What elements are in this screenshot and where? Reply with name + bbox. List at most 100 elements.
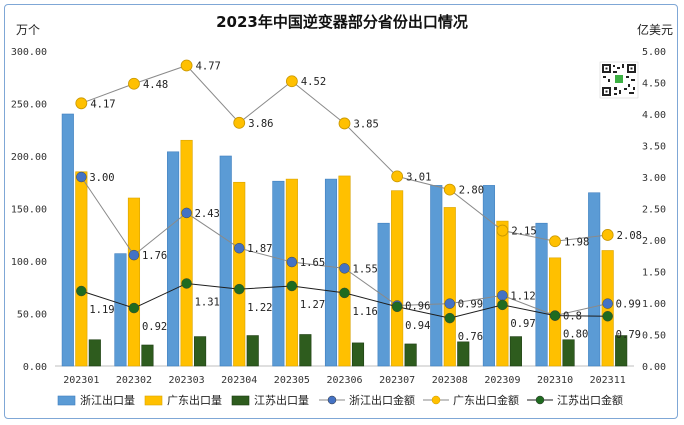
point-jiangsu-value [286, 280, 298, 292]
legend-label: 浙江出口量 [80, 393, 135, 407]
x-tick-label: 202309 [484, 375, 520, 386]
data-label-zhejiang-value: 1.55 [353, 263, 378, 275]
bar-zhejiang-volume [167, 151, 180, 367]
data-label-guangdong-value: 4.77 [196, 60, 221, 72]
bar-guangdong-volume [391, 190, 404, 367]
bar-zhejiang-volume [272, 180, 285, 367]
legend-label: 浙江出口金额 [349, 393, 415, 407]
y-right-tick-label: 1.00 [642, 299, 666, 310]
bar-guangdong-volume [233, 181, 246, 367]
data-label-guangdong-value: 3.85 [354, 118, 379, 130]
data-label-jiangsu-value: 1.31 [195, 296, 220, 308]
data-label-jiangsu-value: 0.79 [616, 329, 641, 341]
bar-zhejiang-volume [482, 185, 495, 367]
point-zhejiang-value [76, 171, 87, 183]
y-right-tick-label: 4.50 [642, 79, 666, 90]
y-right-tick-label: 2.50 [642, 205, 666, 216]
point-guangdong-value [338, 117, 351, 130]
bar-guangdong-volume [180, 139, 193, 367]
point-zhejiang-value [339, 263, 350, 274]
data-label-jiangsu-value: 0.97 [510, 318, 535, 330]
data-label-zhejiang-value: 0.96 [405, 301, 430, 313]
qr-code-icon [599, 61, 639, 99]
bar-zhejiang-volume [219, 155, 232, 367]
x-tick-label: 202307 [379, 375, 415, 386]
data-label-guangdong-value: 2.80 [459, 185, 484, 197]
data-label-zhejiang-value: 1.87 [247, 243, 272, 255]
y-left-tick-label: 250.00 [11, 100, 47, 111]
data-label-guangdong-value: 2.08 [617, 230, 642, 242]
y-right-tick-label: 2.00 [642, 236, 666, 247]
data-label-zhejiang-value: 1.65 [300, 257, 325, 269]
data-label-jiangsu-value: 0.94 [405, 320, 430, 332]
bar-guangdong-volume [443, 207, 456, 367]
data-label-jiangsu-value: 0.76 [458, 331, 483, 343]
point-zhejiang-value [181, 207, 192, 219]
y-right-tick-label: 1.50 [642, 268, 666, 279]
bar-zhejiang-volume [324, 178, 338, 367]
x-tick-label: 202308 [432, 375, 468, 386]
y-left-tick-label: 50.00 [17, 310, 47, 321]
data-label-zhejiang-value: 0.99 [458, 299, 483, 311]
data-label-jiangsu-value: 0.80 [563, 329, 588, 341]
bar-guangdong-volume [127, 197, 141, 367]
bar-zhejiang-volume [114, 253, 127, 367]
y-right-tick-label: 0.50 [642, 331, 666, 342]
point-guangdong-value [496, 224, 509, 237]
point-guangdong-value [180, 59, 193, 72]
data-label-jiangsu-value: 1.22 [247, 302, 272, 314]
bar-guangdong-volume [75, 171, 88, 367]
legend-marker-jiangsu-value [535, 395, 545, 405]
y-right-tick-label: 4.00 [642, 110, 666, 121]
chart-title: 2023年中国逆变器部分省份出口情况 [216, 13, 468, 31]
data-label-zhejiang-value: 0.99 [616, 299, 641, 311]
point-jiangsu-value [128, 302, 140, 314]
x-tick-label: 202305 [274, 375, 310, 386]
left-axis-unit: 万个 [16, 23, 40, 37]
data-label-jiangsu-value: 1.19 [89, 304, 114, 316]
point-guangdong-value [549, 235, 561, 248]
legend-marker-guangdong-value [431, 395, 441, 405]
y-left-tick-label: 100.00 [11, 257, 47, 268]
y-right-tick-label: 0.00 [642, 362, 666, 373]
point-jiangsu-value [602, 311, 613, 322]
x-tick-label: 202301 [63, 375, 99, 386]
y-right-tick-label: 5.00 [642, 47, 666, 58]
point-jiangsu-value [549, 310, 561, 321]
data-label-zhejiang-value: 2.43 [195, 208, 220, 220]
point-jiangsu-value [181, 278, 192, 289]
point-jiangsu-value [234, 283, 245, 295]
data-label-zhejiang-value: 1.76 [142, 250, 167, 262]
point-zhejiang-value [497, 290, 508, 301]
bar-jiangsu-volume [351, 342, 365, 367]
point-jiangsu-value [444, 312, 455, 324]
data-label-guangdong-value: 4.17 [90, 98, 115, 110]
bar-jiangsu-volume [404, 343, 417, 367]
point-zhejiang-value [444, 298, 455, 309]
legend-label: 广东出口金额 [453, 393, 519, 407]
point-zhejiang-value [128, 249, 140, 261]
bar-jiangsu-volume [88, 339, 101, 367]
bar-zhejiang-volume [430, 185, 443, 367]
y-left-tick-label: 300.00 [11, 47, 47, 58]
right-axis-unit: 亿美元 [637, 22, 673, 37]
bar-zhejiang-volume [61, 113, 74, 367]
point-zhejiang-value [602, 298, 613, 309]
point-jiangsu-value [497, 299, 508, 311]
x-tick-label: 202310 [537, 375, 573, 386]
x-tick-label: 202303 [169, 375, 205, 386]
bar-jiangsu-volume [615, 335, 628, 367]
y-left-tick-label: 200.00 [11, 152, 47, 163]
bar-jiangsu-volume [562, 339, 575, 367]
data-label-guangdong-value: 4.52 [301, 76, 326, 88]
data-label-guangdong-value: 3.01 [406, 171, 431, 183]
legend-swatch-zhejiang-volume [57, 395, 76, 406]
data-label-jiangsu-value: 1.27 [300, 299, 325, 311]
data-label-jiangsu-value: 0.92 [142, 321, 167, 333]
legend-label: 江苏出口量 [254, 393, 309, 407]
bar-zhejiang-volume [535, 222, 548, 367]
data-label-guangdong-value: 1.98 [564, 236, 589, 248]
legend-label: 广东出口量 [167, 393, 222, 407]
point-jiangsu-value [391, 301, 403, 312]
